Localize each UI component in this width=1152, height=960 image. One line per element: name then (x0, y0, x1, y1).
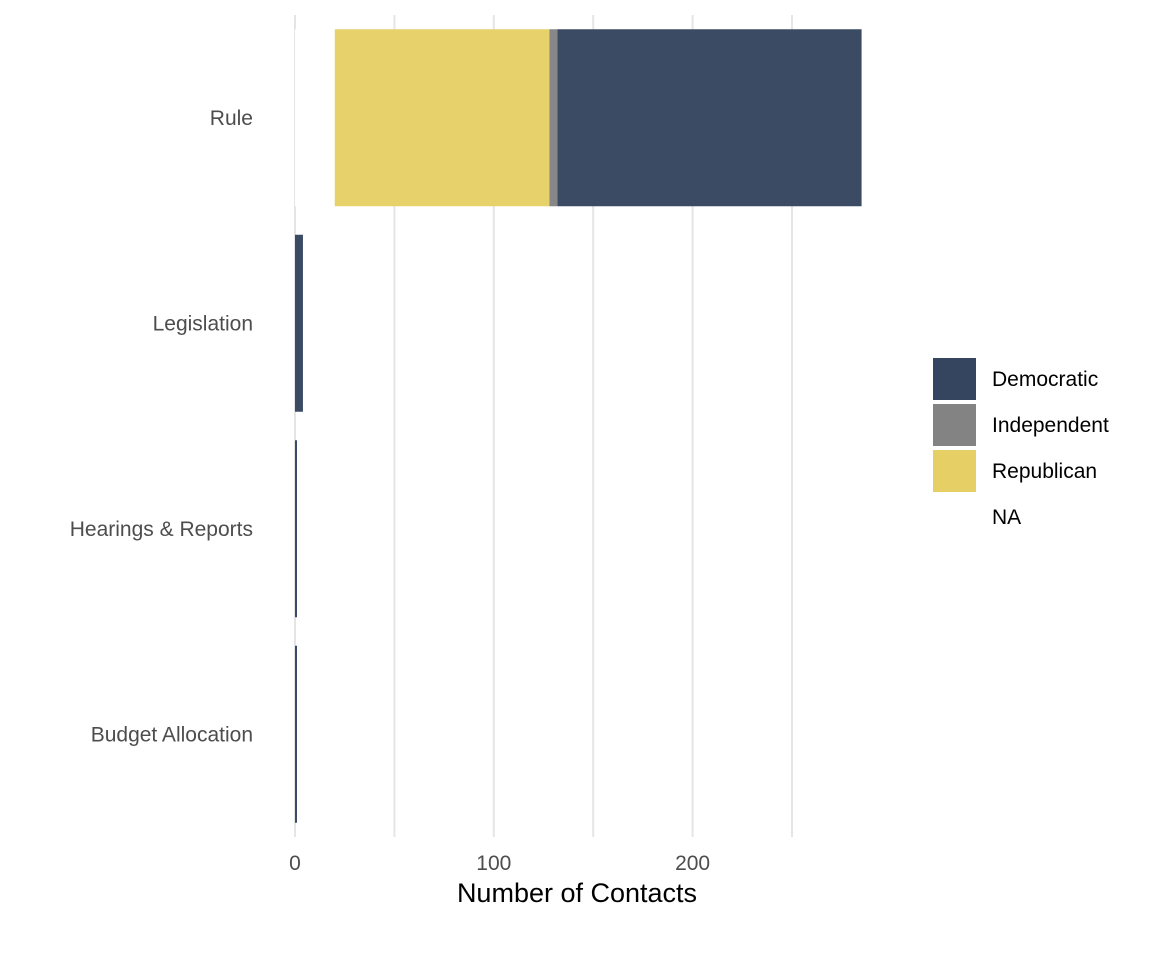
legend: Democratic Independent Republican NA (933, 358, 1109, 538)
bar-segment (557, 29, 862, 207)
bar-segment (295, 29, 335, 207)
x-tick-label: 200 (675, 852, 710, 875)
bar-segment (295, 440, 297, 618)
y-tick-label: Budget Allocation (91, 723, 253, 746)
y-tick-labels: Rule Legislation Hearings & Reports Budget … (70, 107, 253, 747)
y-tick-label: Legislation (153, 312, 253, 335)
y-tick-label: Rule (210, 107, 253, 130)
y-tick-label: Hearings & Reports (70, 518, 253, 541)
x-tick-label: 0 (289, 852, 301, 875)
legend-key (933, 404, 976, 446)
x-axis-title: Number of Contacts (457, 878, 697, 908)
legend-label: Independent (992, 414, 1109, 437)
legend-label: Republican (992, 460, 1097, 483)
legend-key (933, 450, 976, 492)
bar-segment (334, 29, 550, 207)
x-tick-labels: 0 100 200 (289, 852, 710, 875)
legend-label: NA (992, 506, 1021, 529)
bars (295, 29, 862, 823)
legend-key (933, 358, 976, 400)
legend-label: Democratic (992, 368, 1098, 391)
legend-key (933, 496, 976, 538)
bar-segment (295, 645, 297, 823)
x-tick-label: 100 (476, 852, 511, 875)
bar-segment (295, 234, 303, 412)
bar-segment (549, 29, 558, 207)
